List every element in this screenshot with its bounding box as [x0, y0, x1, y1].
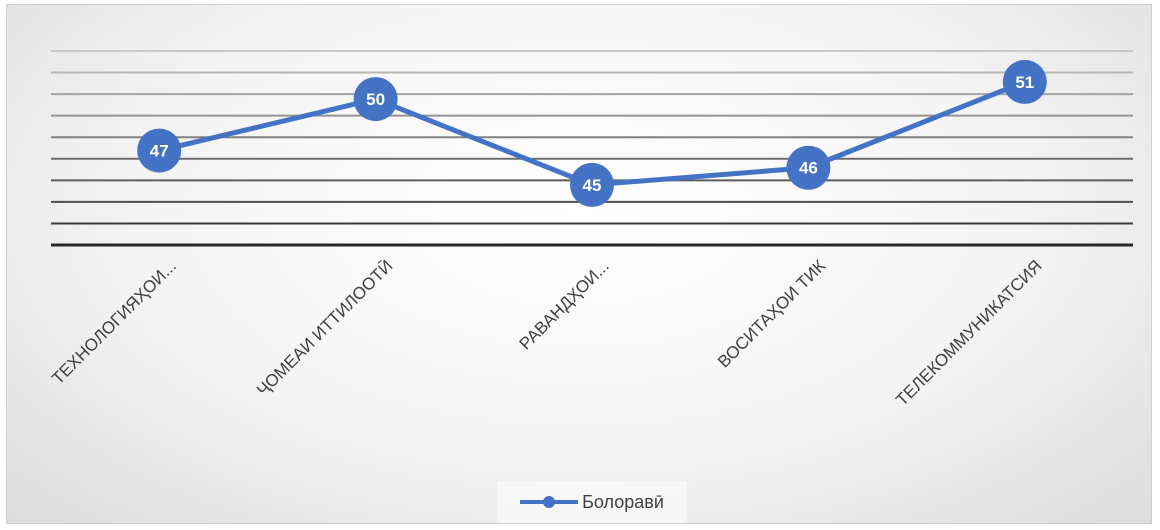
data-point: [1002, 59, 1047, 104]
data-label: 50: [366, 90, 385, 109]
data-point: [353, 77, 398, 122]
data-point: [786, 145, 831, 190]
data-point: [570, 162, 614, 207]
line-chart: ТЕХНОЛОГИЯҲОИ... ҶОМЕАИ ИТТИЛООТӢ РАВАНДҲО…: [48, 50, 1133, 410]
x-tick-labels: ТЕХНОЛОГИЯҲОИ... ҶОМЕАИ ИТТИЛООТӢ РАВАНДҲО…: [48, 256, 1045, 409]
data-label: 47: [150, 142, 169, 161]
x-tick-label: РАВАНДҲОИ...: [516, 256, 613, 353]
x-tick-label: ҶОМЕАИ ИТТИЛООТӢ: [253, 256, 396, 399]
chart-area: ТЕХНОЛОГИЯҲОИ... ҶОМЕАИ ИТТИЛООТӢ РАВАНДҲО…: [6, 4, 1152, 524]
data-label: 51: [1015, 73, 1034, 92]
data-label: 45: [583, 176, 602, 195]
series-layer: [137, 59, 1047, 207]
data-label: 46: [799, 159, 818, 178]
legend: Болоравӣ: [497, 481, 687, 523]
gridlines: [51, 50, 1133, 247]
x-tick-label: ТЕХНОЛОГИЯҲОИ...: [48, 256, 180, 388]
legend-series-marker: [520, 496, 579, 508]
data-label-layer: 47 50 45 46 51: [150, 73, 1035, 195]
legend-series-label: Болоравӣ: [582, 491, 664, 512]
data-point: [137, 128, 182, 173]
x-tick-label: ВОСИТАҲОИ ТИК: [714, 256, 829, 371]
x-tick-label: ТЕЛЕКОММУНИКАТСИЯ: [892, 256, 1045, 409]
